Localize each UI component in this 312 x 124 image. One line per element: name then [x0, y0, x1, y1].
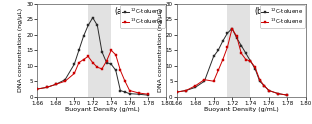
$^{12}$C-toluene — [114, 70, 118, 71]
$^{13}$C-toluene — [128, 90, 131, 91]
$^{12}$C-toluene — [137, 93, 141, 95]
$^{13}$C-toluene — [276, 93, 280, 94]
$^{13}$C-toluene — [193, 85, 197, 87]
$^{12}$C-toluene — [239, 45, 243, 46]
$^{13}$C-toluene — [244, 59, 248, 60]
$^{13}$C-toluene — [109, 49, 113, 51]
$^{13}$C-toluene — [230, 28, 234, 29]
Y-axis label: DNA concentration (ng/μL): DNA concentration (ng/μL) — [158, 8, 163, 92]
$^{12}$C-toluene — [202, 80, 206, 82]
$^{12}$C-toluene — [72, 63, 76, 65]
$^{13}$C-toluene — [54, 84, 58, 85]
Line: $^{12}$C-toluene: $^{12}$C-toluene — [36, 16, 149, 96]
$^{12}$C-toluene — [77, 49, 81, 51]
Y-axis label: DNA concentration (ng/μL): DNA concentration (ng/μL) — [18, 8, 23, 92]
$^{12}$C-toluene — [221, 40, 225, 42]
X-axis label: Buoyant Density (g/mL): Buoyant Density (g/mL) — [204, 107, 279, 112]
Text: (b): (b) — [254, 7, 265, 16]
$^{13}$C-toluene — [175, 91, 179, 93]
$^{13}$C-toluene — [86, 56, 90, 57]
$^{12}$C-toluene — [249, 60, 252, 62]
$^{13}$C-toluene — [119, 70, 122, 71]
$^{13}$C-toluene — [105, 60, 108, 62]
$^{13}$C-toluene — [262, 85, 266, 87]
Bar — [227, 4, 251, 97]
$^{12}$C-toluene — [230, 28, 234, 29]
$^{12}$C-toluene — [212, 56, 216, 57]
$^{12}$C-toluene — [119, 90, 122, 91]
$^{13}$C-toluene — [249, 60, 252, 62]
$^{13}$C-toluene — [123, 80, 127, 82]
$^{12}$C-toluene — [276, 93, 280, 94]
$^{13}$C-toluene — [216, 70, 220, 71]
$^{12}$C-toluene — [100, 51, 104, 53]
$^{13}$C-toluene — [45, 87, 49, 88]
$^{13}$C-toluene — [235, 35, 239, 37]
X-axis label: Buoyant Density (g/mL): Buoyant Density (g/mL) — [65, 107, 139, 112]
$^{13}$C-toluene — [82, 59, 85, 60]
$^{12}$C-toluene — [45, 87, 49, 88]
$^{13}$C-toluene — [95, 66, 99, 68]
$^{13}$C-toluene — [36, 88, 39, 90]
$^{13}$C-toluene — [226, 46, 229, 48]
$^{13}$C-toluene — [77, 62, 81, 63]
Legend: $^{12}$C-toluene, $^{13}$C-toluene: $^{12}$C-toluene, $^{13}$C-toluene — [120, 5, 165, 28]
$^{13}$C-toluene — [137, 92, 141, 94]
$^{12}$C-toluene — [244, 53, 248, 54]
$^{12}$C-toluene — [193, 87, 197, 88]
$^{13}$C-toluene — [114, 54, 118, 56]
$^{13}$C-toluene — [91, 62, 95, 63]
$^{12}$C-toluene — [63, 79, 67, 80]
$^{12}$C-toluene — [258, 80, 261, 82]
$^{12}$C-toluene — [216, 49, 220, 51]
$^{13}$C-toluene — [63, 80, 67, 82]
$^{12}$C-toluene — [226, 32, 229, 34]
$^{12}$C-toluene — [86, 25, 90, 26]
$^{12}$C-toluene — [253, 68, 257, 70]
$^{12}$C-toluene — [235, 37, 239, 39]
$^{13}$C-toluene — [253, 66, 257, 68]
$^{12}$C-toluene — [95, 25, 99, 26]
$^{12}$C-toluene — [36, 88, 39, 90]
$^{13}$C-toluene — [100, 68, 104, 70]
$^{13}$C-toluene — [285, 94, 289, 96]
Legend: $^{12}$C-toluene, $^{13}$C-toluene: $^{12}$C-toluene, $^{13}$C-toluene — [260, 5, 305, 28]
$^{13}$C-toluene — [221, 59, 225, 60]
$^{12}$C-toluene — [109, 63, 113, 65]
$^{12}$C-toluene — [128, 93, 131, 94]
$^{13}$C-toluene — [212, 80, 216, 82]
$^{12}$C-toluene — [91, 17, 95, 18]
$^{12}$C-toluene — [54, 84, 58, 85]
$^{13}$C-toluene — [146, 93, 150, 95]
$^{13}$C-toluene — [267, 90, 271, 91]
$^{13}$C-toluene — [202, 79, 206, 80]
$^{12}$C-toluene — [105, 62, 108, 63]
Line: $^{12}$C-toluene: $^{12}$C-toluene — [176, 27, 289, 96]
$^{12}$C-toluene — [123, 91, 127, 93]
Line: $^{13}$C-toluene: $^{13}$C-toluene — [176, 27, 289, 96]
$^{12}$C-toluene — [175, 91, 179, 93]
Bar — [88, 4, 111, 97]
$^{12}$C-toluene — [267, 90, 271, 91]
$^{12}$C-toluene — [146, 94, 150, 96]
$^{13}$C-toluene — [239, 53, 243, 54]
$^{12}$C-toluene — [184, 90, 188, 91]
$^{12}$C-toluene — [285, 94, 289, 96]
Line: $^{13}$C-toluene: $^{13}$C-toluene — [36, 49, 149, 95]
Text: (a): (a) — [115, 7, 126, 16]
$^{13}$C-toluene — [72, 73, 76, 74]
$^{13}$C-toluene — [258, 79, 261, 80]
$^{13}$C-toluene — [184, 90, 188, 91]
$^{12}$C-toluene — [82, 35, 85, 37]
$^{12}$C-toluene — [262, 85, 266, 87]
